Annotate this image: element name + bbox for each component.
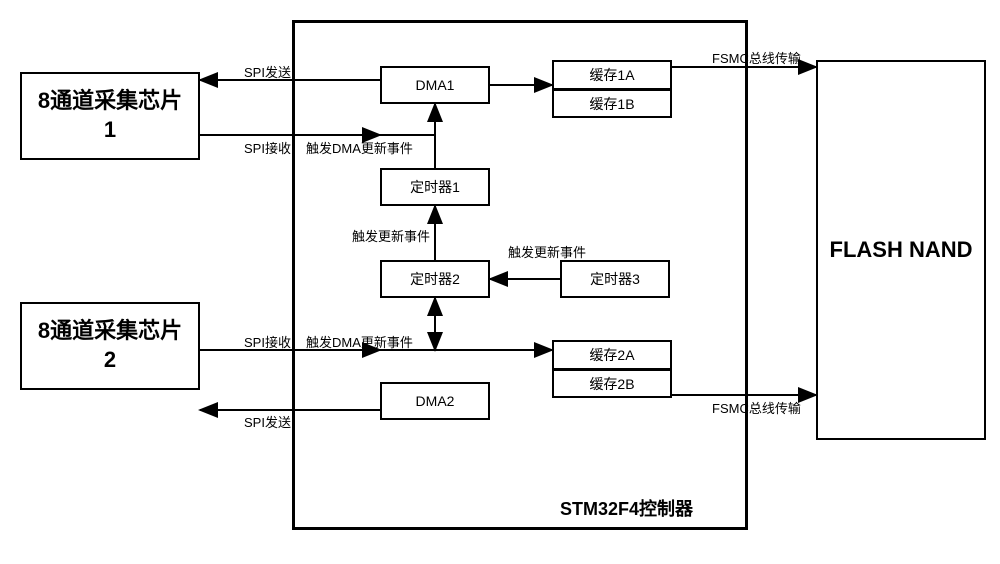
label-spi-recv-top: SPI接收 (244, 138, 291, 157)
dma1-box: DMA1 (380, 66, 490, 104)
buf1a-box: 缓存1A (552, 60, 672, 90)
chip1-line2: 1 (38, 116, 182, 145)
label-dma-event-bot: 触发DMA更新事件 (306, 332, 413, 351)
chip2-line2: 2 (38, 346, 182, 375)
label-fsmc-top: FSMC总线传输 (712, 48, 801, 67)
chip1-line1: 8通道采集芯片 (38, 87, 182, 116)
timer1-box: 定时器1 (380, 168, 490, 206)
label-spi-send-bot: SPI发送 (244, 412, 291, 431)
label-update-mid: 触发更新事件 (352, 226, 430, 245)
label-spi-recv-bot: SPI接收 (244, 332, 291, 351)
controller-box (292, 20, 748, 530)
chip2-line1: 8通道采集芯片 (38, 317, 182, 346)
flash-label: FLASH NAND (830, 237, 973, 263)
timer2-box: 定时器2 (380, 260, 490, 298)
label-spi-send-top: SPI发送 (244, 62, 291, 81)
label-dma-event-top: 触发DMA更新事件 (306, 138, 413, 157)
buf2a-box: 缓存2A (552, 340, 672, 370)
buf2b-box: 缓存2B (552, 368, 672, 398)
label-fsmc-bot: FSMC总线传输 (712, 398, 801, 417)
chip-1: 8通道采集芯片 1 (20, 72, 200, 160)
label-update-right: 触发更新事件 (508, 242, 586, 261)
timer3-box: 定时器3 (560, 260, 670, 298)
chip-2: 8通道采集芯片 2 (20, 302, 200, 390)
controller-label: STM32F4控制器 (560, 495, 693, 521)
dma2-box: DMA2 (380, 382, 490, 420)
buf1b-box: 缓存1B (552, 88, 672, 118)
flash-box: FLASH NAND (816, 60, 986, 440)
